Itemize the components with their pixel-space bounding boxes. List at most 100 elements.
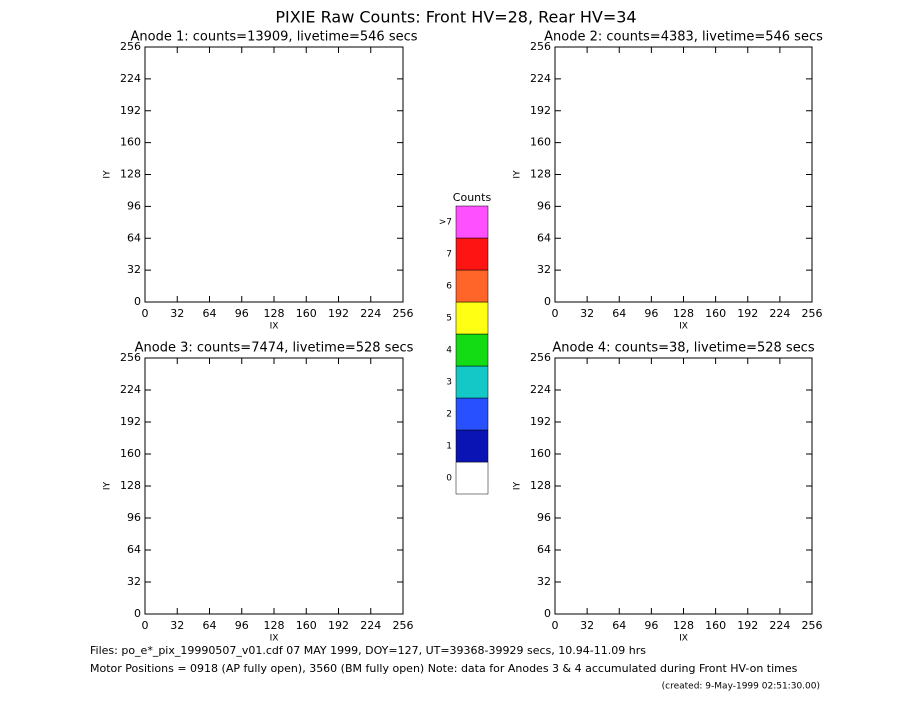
y-tick-label: 64 [127,543,141,556]
x-tick-label: 128 [673,619,694,632]
colorbar-label: 5 [446,314,452,324]
y-tick-label: 160 [120,447,141,460]
colorbar-label: 7 [446,250,452,260]
y-axis-label: IY [103,481,113,490]
x-axis-label: IX [679,634,688,644]
x-tick-label: 0 [142,619,149,632]
y-tick-label: 32 [127,575,141,588]
y-tick-label: 160 [530,136,551,149]
x-tick-label: 192 [737,619,758,632]
y-tick-label: 192 [530,104,551,117]
x-tick-label: 0 [552,307,559,320]
y-tick-label: 64 [537,231,551,244]
x-tick-label: 64 [203,619,217,632]
x-tick-label: 96 [235,619,249,632]
x-tick-label: 128 [264,307,285,320]
x-tick-label: 0 [142,307,149,320]
colorbar-label: 3 [446,378,452,388]
x-tick-label: 64 [612,619,626,632]
colorbar-swatch [455,301,489,335]
y-tick-label: 128 [120,479,141,492]
colorbar-label: 4 [446,346,452,356]
y-tick-label: 128 [530,479,551,492]
y-tick-label: 256 [120,40,141,53]
y-tick-label: 128 [530,168,551,181]
y-tick-label: 0 [134,295,141,308]
x-tick-label: 32 [580,619,594,632]
plot-frame [554,357,813,615]
x-tick-label: 192 [328,307,349,320]
x-tick-label: 32 [170,619,184,632]
x-tick-label: 192 [328,619,349,632]
x-tick-label: 160 [296,307,317,320]
y-tick-label: 224 [530,383,551,396]
y-tick-label: 32 [127,263,141,276]
footer-files: Files: po_e*_pix_19990507_v01.cdf 07 MAY… [90,644,646,657]
panel-title: Anode 4: counts=38, livetime=528 secs [552,341,814,356]
y-tick-label: 32 [537,575,551,588]
x-tick-label: 224 [769,307,790,320]
colorbar-swatch [455,365,489,399]
x-axis-label: IX [270,322,279,332]
y-tick-label: 96 [127,199,141,212]
x-tick-label: 32 [580,307,594,320]
x-tick-label: 0 [552,619,559,632]
y-tick-label: 0 [544,607,551,620]
colorbar-label: 6 [446,282,452,292]
y-tick-label: 0 [134,607,141,620]
colorbar-label: 2 [446,410,452,420]
y-tick-label: 192 [120,104,141,117]
colorbar-title: Counts [453,191,492,204]
y-tick-label: 224 [120,72,141,85]
x-tick-label: 224 [360,307,381,320]
colorbar-swatch [455,397,489,431]
colorbar-swatch [455,461,489,495]
colorbar-swatch [455,333,489,367]
y-tick-label: 224 [530,72,551,85]
y-tick-label: 64 [127,231,141,244]
footer-created: (created: 9-May-1999 02:51:30.00) [662,682,820,692]
x-tick-label: 224 [360,619,381,632]
y-tick-label: 192 [120,415,141,428]
colorbar-swatch [455,205,489,239]
x-tick-label: 192 [737,307,758,320]
y-tick-label: 96 [127,511,141,524]
x-tick-label: 224 [769,619,790,632]
y-tick-label: 0 [544,295,551,308]
colorbar-label: >7 [439,218,452,228]
plot-frame [144,357,404,615]
y-tick-label: 160 [120,136,141,149]
x-tick-label: 96 [644,307,658,320]
y-tick-label: 256 [530,40,551,53]
y-tick-label: 160 [530,447,551,460]
x-tick-label: 160 [296,619,317,632]
x-tick-label: 64 [203,307,217,320]
y-tick-label: 224 [120,383,141,396]
y-axis-label: IY [513,170,523,179]
x-tick-label: 256 [393,307,414,320]
colorbar-label: 0 [446,474,452,484]
plot-frame [554,46,813,303]
y-axis-label: IY [103,170,113,179]
x-tick-label: 160 [705,307,726,320]
x-tick-label: 160 [705,619,726,632]
y-tick-label: 96 [537,511,551,524]
x-tick-label: 128 [673,307,694,320]
plot-frame [144,46,404,303]
y-tick-label: 192 [530,415,551,428]
colorbar-label: 1 [446,442,452,452]
y-tick-label: 64 [537,543,551,556]
y-tick-label: 32 [537,263,551,276]
panel-title: Anode 3: counts=7474, livetime=528 secs [135,341,414,356]
panel-title: Anode 1: counts=13909, livetime=546 secs [130,30,417,45]
colorbar-swatch [455,269,489,303]
main-title: PIXIE Raw Counts: Front HV=28, Rear HV=3… [275,8,636,27]
panel-title: Anode 2: counts=4383, livetime=546 secs [544,30,823,45]
footer-motor: Motor Positions = 0918 (AP fully open), … [90,662,798,675]
y-tick-label: 256 [530,351,551,364]
x-tick-label: 256 [393,619,414,632]
x-tick-label: 256 [802,619,823,632]
x-tick-label: 256 [802,307,823,320]
y-tick-label: 96 [537,199,551,212]
